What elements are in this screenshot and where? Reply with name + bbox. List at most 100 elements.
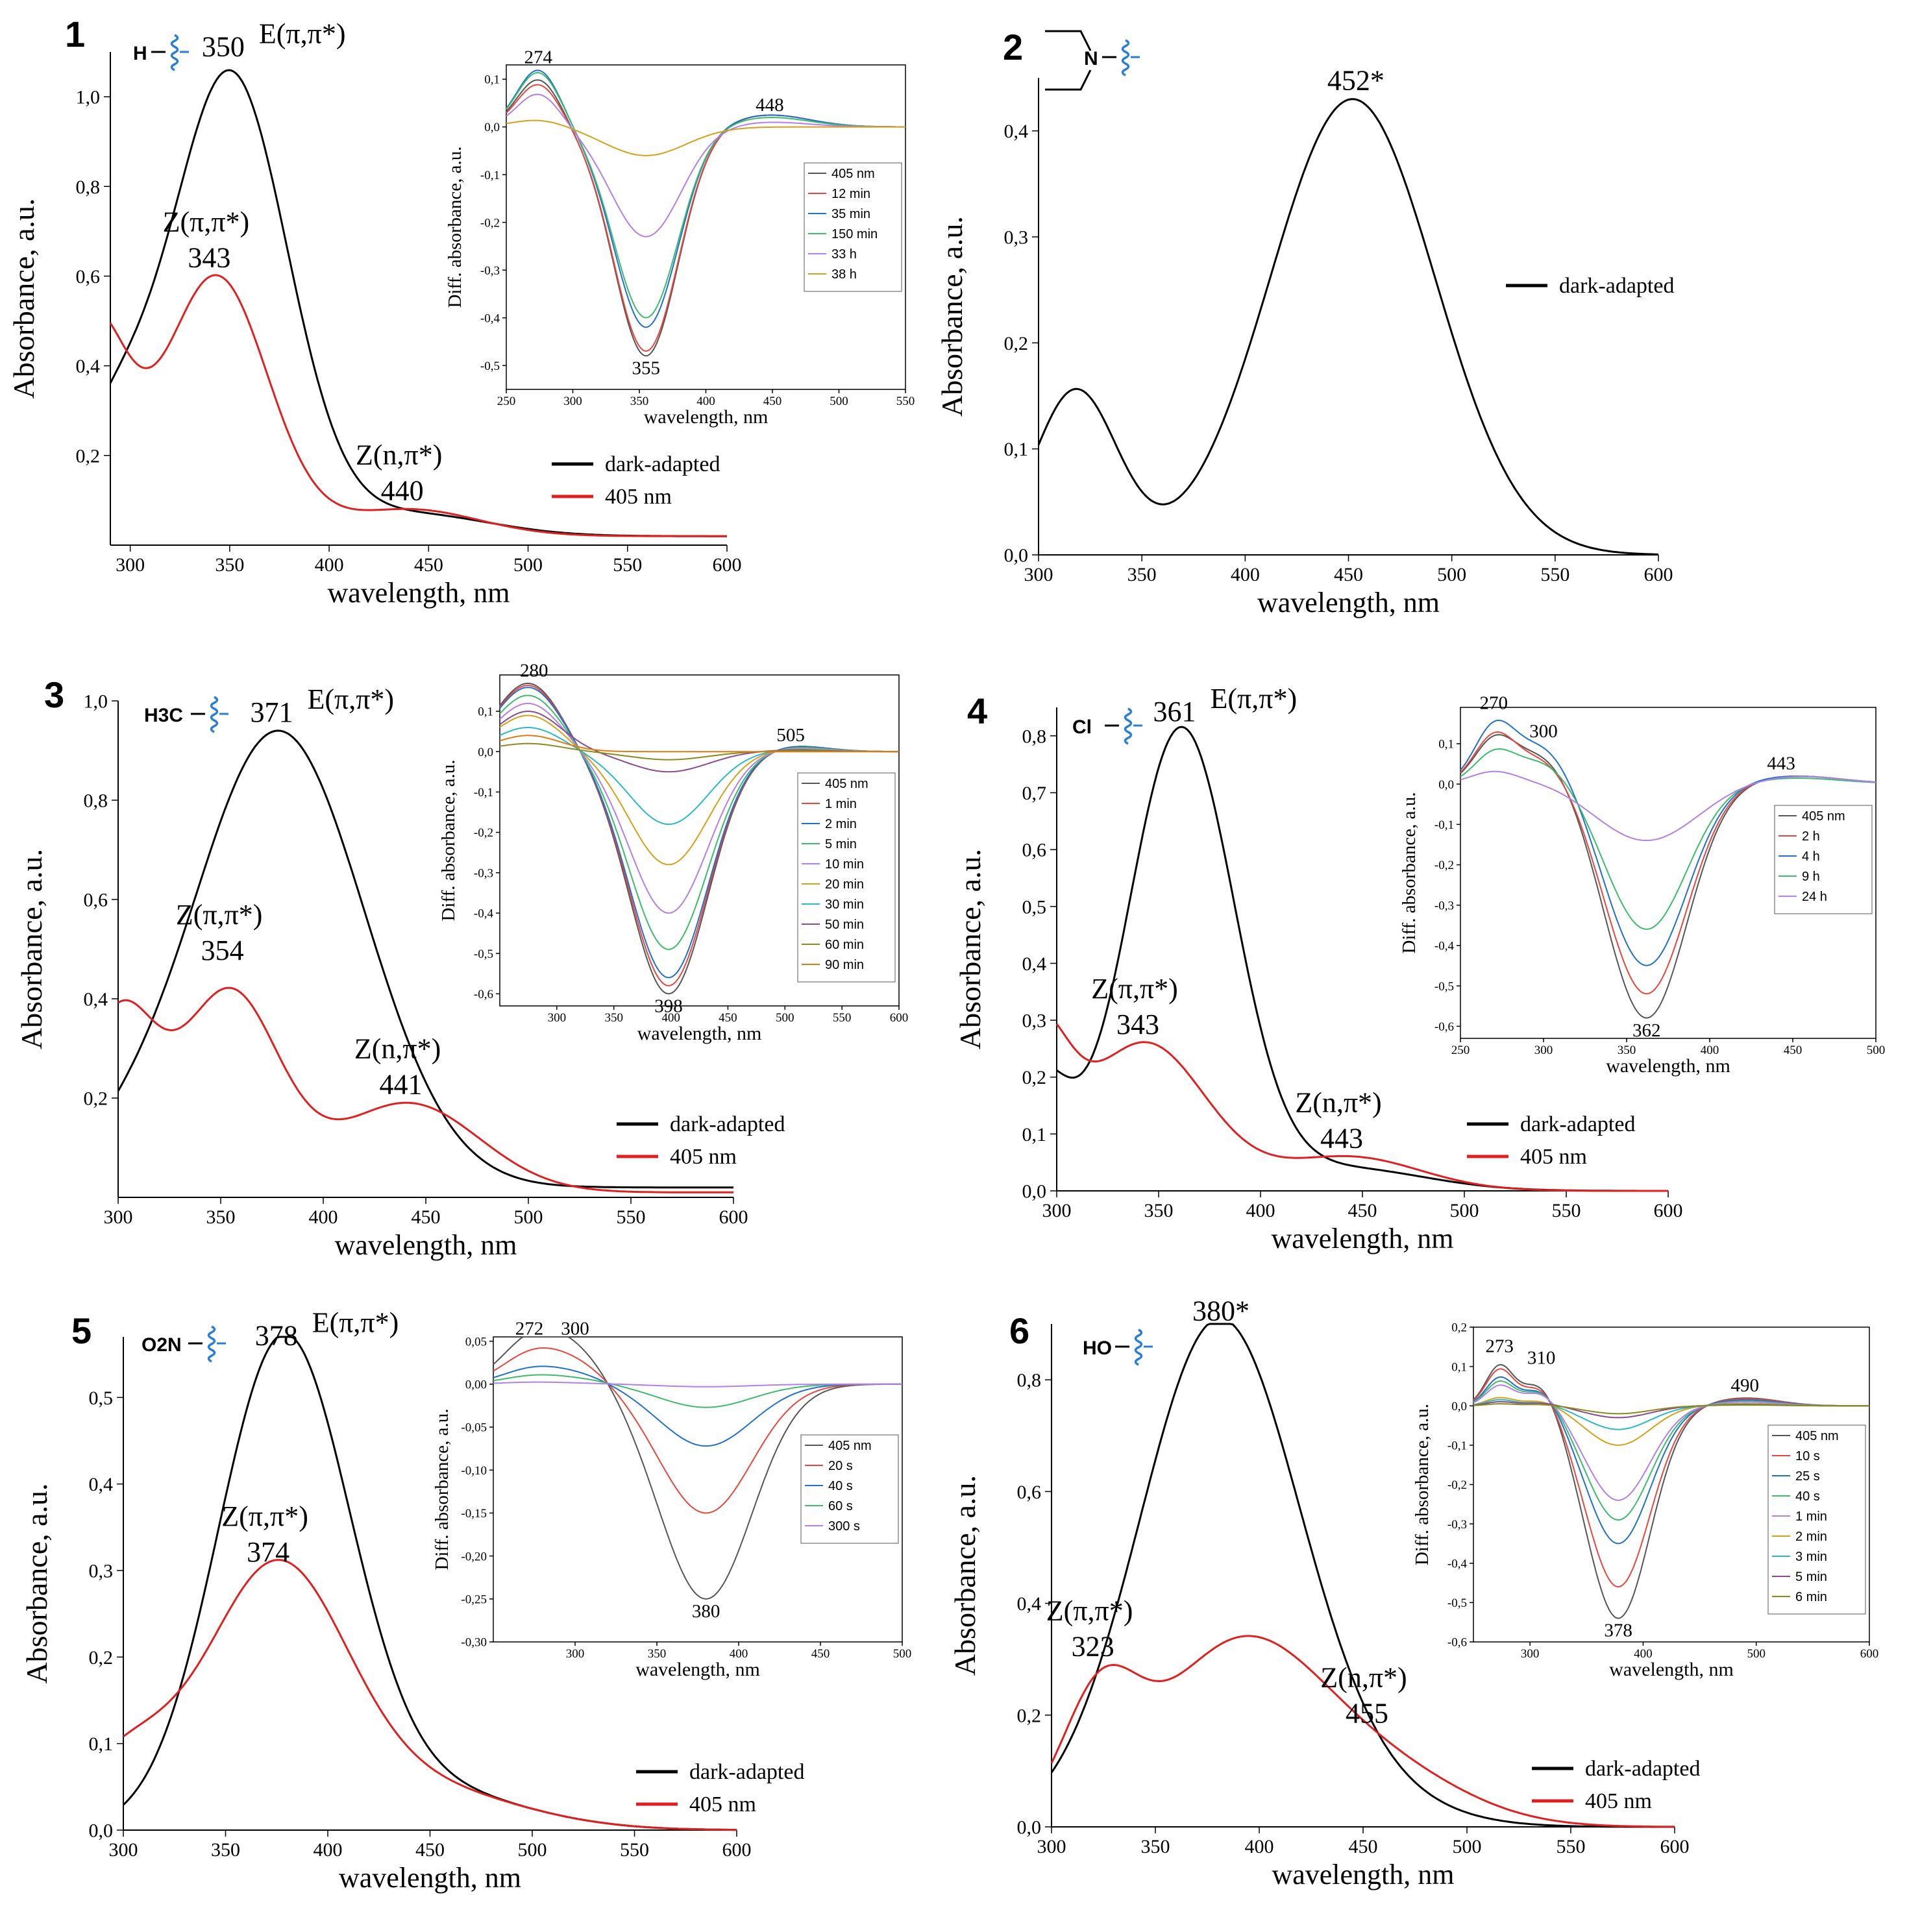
panel-number: 1: [65, 14, 85, 55]
substituent-label: O2N: [142, 1334, 182, 1356]
x-tick-label: 400: [1231, 564, 1260, 585]
y-axis-title: Absorbance, a.u.: [20, 1483, 53, 1683]
x-tick-label: 300: [1024, 564, 1053, 585]
legend-label: dark-adapted: [1559, 274, 1674, 298]
inset-chart: 250 300 350 400 450 500 -0,6 -0,5 -0,4 -0,3 -0,2 -0…: [1399, 692, 1885, 1077]
y-tick-label: 0,1: [1004, 439, 1029, 460]
x-tick-label: 450: [811, 1647, 830, 1661]
x-tick-label: 550: [896, 395, 915, 408]
series-line: [493, 1365, 902, 1447]
legend-label: dark-adapted: [605, 452, 720, 476]
substituent-label: HO: [1083, 1338, 1112, 1359]
main-chart: 300 350 400 450 500 550 600 0,0 0,2 0,4 0,6 0,8 wave…: [948, 1295, 1690, 1890]
y-tick-label: 0,2: [1004, 333, 1029, 354]
y-tick-label: 0,1: [1451, 1360, 1467, 1374]
inset-legend-label: 38 h: [831, 267, 857, 282]
series-line: [1050, 1635, 1675, 1828]
legend: dark-adapted 405 nm: [1532, 1757, 1700, 1813]
y-tick-label: 0,0: [1017, 1817, 1042, 1839]
inset-legend-label: 1 min: [1795, 1510, 1827, 1524]
inset-legend-label: 5 min: [825, 837, 857, 851]
panel-2: 2 N 300 350 400 450 500 550 600 0,0 0,1 0,2 0,3 0,4 wa…: [935, 27, 1674, 618]
series-line: [493, 1336, 902, 1600]
x-tick-label: 350: [604, 1011, 623, 1025]
x-tick-label: 400: [1246, 1200, 1275, 1221]
y-axis-title: Absorbance, a.u.: [7, 198, 40, 398]
panel-number: 3: [44, 674, 64, 715]
y-tick-label: -0,10: [461, 1464, 487, 1478]
x-tick-label: 400: [730, 1647, 748, 1661]
inset-legend-label: 3 min: [1795, 1550, 1827, 1564]
inset-legend: 405 nm 20 s 40 s 60 s 300 s: [800, 1434, 899, 1544]
inset-legend-label: 25 s: [1795, 1469, 1820, 1484]
y-tick-label: 0,2: [84, 1088, 108, 1110]
wavy-bond-icon: [170, 34, 179, 71]
peak-label: 355: [632, 358, 661, 379]
x-tick-label: 350: [206, 1206, 236, 1228]
inset-legend-label: 40 s: [828, 1479, 853, 1493]
y-tick-label: 0,1: [1438, 738, 1454, 752]
wavy-bond-icon: [1124, 707, 1133, 745]
x-tick-label: 350: [630, 395, 649, 408]
x-tick-label: 250: [1451, 1044, 1470, 1057]
inset-legend-label: 12 min: [831, 187, 870, 201]
panel-6: 6 HO 300 350 400 450 500 550 600 0,0 0,2 0,4 0,6 0,8 w…: [948, 1295, 1878, 1890]
substituent-badge: N: [1045, 30, 1140, 91]
x-tick-label: 600: [1654, 1200, 1683, 1221]
y-tick-label: -0,2: [1447, 1478, 1467, 1492]
y-tick-label: 0,2: [1022, 1067, 1047, 1088]
inset-legend-label: 5 min: [1795, 1570, 1827, 1584]
legend-label: 405 nm: [1585, 1789, 1652, 1813]
inset-legend: 405 nm 12 min 35 min 150 min 33 h 38 h: [804, 162, 902, 292]
x-tick-label: 500: [1867, 1044, 1886, 1057]
y-tick-label: -0,5: [474, 948, 493, 961]
panel-number: 6: [1009, 1310, 1029, 1351]
peak-label: 448: [756, 95, 784, 116]
panel-1: 1 H 300 350 400 450 500 550 600 0,2 0,4 0,6 0,8 1,0 wa…: [7, 14, 915, 609]
y-axis-title: Absorbance, a.u.: [948, 1475, 981, 1676]
main-chart: 300 350 400 450 500 550 600 0,2 0,4 0,6 0,8 1,0 wave…: [7, 18, 742, 609]
series-line: [1460, 770, 1877, 841]
peak-value: 378: [255, 1320, 298, 1352]
x-axis-title: wavelength, nm: [1609, 1659, 1734, 1680]
y-tick-label: 0,1: [89, 1733, 114, 1755]
y-tick-label: 0,2: [1451, 1321, 1467, 1335]
y-tick-label: 0,0: [1451, 1400, 1467, 1413]
state-label: E(π,π*): [259, 18, 346, 50]
x-tick-label: 400: [696, 395, 715, 408]
legend: dark-adapted 405 nm: [552, 452, 720, 509]
state-label: Z(n,π*): [356, 439, 442, 471]
y-tick-label: 0,2: [89, 1647, 114, 1669]
inset-legend-label: 1 min: [825, 797, 857, 811]
legend-label: dark-adapted: [1585, 1757, 1700, 1781]
y-axis-title: Absorbance, a.u.: [15, 849, 48, 1049]
x-tick-label: 400: [1634, 1647, 1653, 1661]
inset-legend-label: 405 nm: [1802, 809, 1845, 824]
legend: dark-adapted 405 nm: [636, 1760, 804, 1816]
y-tick-label: -0,4: [480, 312, 500, 325]
y-tick-label: 1,0: [84, 691, 108, 713]
inset-legend-label: 405 nm: [1795, 1429, 1839, 1443]
x-tick-label: 300: [1521, 1647, 1540, 1661]
state-label: Z(π,π*): [163, 206, 250, 238]
x-tick-label: 350: [1127, 564, 1157, 585]
peak-label: 362: [1632, 1020, 1661, 1041]
state-label: Z(π,π*): [176, 899, 263, 931]
peak-value: 343: [1116, 1009, 1159, 1040]
y-tick-label: 0,0: [1022, 1181, 1047, 1203]
x-axis-title: wavelength, nm: [635, 1659, 760, 1680]
inset-legend-label: 405 nm: [825, 777, 868, 791]
y-axis-title: Diff. absorbance, a.u.: [445, 146, 465, 308]
x-tick-label: 300: [1042, 1200, 1072, 1221]
x-tick-label: 600: [890, 1011, 909, 1025]
x-tick-label: 600: [722, 1839, 752, 1861]
y-tick-label: -0,5: [1447, 1596, 1467, 1610]
y-tick-label: 0,8: [1022, 726, 1047, 747]
legend-label: 405 nm: [670, 1145, 737, 1169]
y-tick-label: 0,6: [1017, 1482, 1042, 1503]
peak-value: 455: [1346, 1698, 1388, 1730]
y-tick-label: 0,0: [478, 746, 493, 759]
y-tick-label: 0,05: [465, 1335, 487, 1349]
x-tick-label: 500: [1453, 1836, 1482, 1857]
